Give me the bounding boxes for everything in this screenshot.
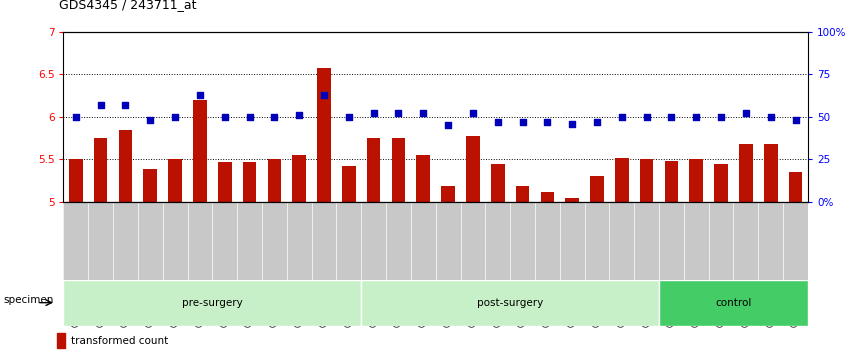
Bar — [764, 144, 777, 202]
Bar — [466, 136, 480, 202]
Point — [293, 112, 306, 118]
Point — [267, 114, 281, 120]
Bar — [317, 68, 331, 202]
Point — [118, 102, 132, 108]
Point — [243, 114, 256, 120]
Text: post-surgery: post-surgery — [477, 298, 543, 308]
Point — [764, 114, 777, 120]
Bar — [516, 187, 530, 202]
Bar — [491, 164, 504, 202]
Point — [416, 110, 430, 116]
Point — [665, 114, 678, 120]
Text: GDS4345 / 243711_at: GDS4345 / 243711_at — [59, 0, 197, 11]
Point — [94, 102, 107, 108]
Bar — [392, 138, 405, 202]
Point — [714, 114, 728, 120]
Point — [739, 110, 753, 116]
Bar — [63, 280, 361, 326]
Bar — [367, 138, 381, 202]
Point — [193, 92, 206, 98]
Point — [144, 118, 157, 123]
Point — [565, 121, 579, 126]
Bar — [416, 155, 430, 202]
Point — [317, 92, 331, 98]
Bar — [267, 159, 281, 202]
Text: control: control — [716, 298, 751, 308]
Bar — [659, 280, 808, 326]
Bar — [218, 162, 232, 202]
Point — [516, 119, 530, 125]
Bar — [168, 159, 182, 202]
Bar — [144, 170, 157, 202]
Bar — [714, 164, 728, 202]
Point — [342, 114, 355, 120]
Text: specimen: specimen — [3, 295, 53, 306]
Point — [442, 122, 455, 128]
Point — [640, 114, 653, 120]
Bar — [541, 192, 554, 202]
Text: pre-surgery: pre-surgery — [182, 298, 243, 308]
Bar — [342, 166, 355, 202]
Bar — [788, 172, 802, 202]
Bar — [94, 138, 107, 202]
Bar — [58, 333, 65, 348]
Point — [466, 110, 480, 116]
Bar — [243, 162, 256, 202]
Point — [591, 119, 604, 125]
Bar — [665, 161, 678, 202]
Bar — [640, 159, 653, 202]
Point — [168, 114, 182, 120]
Point — [69, 114, 83, 120]
Bar — [739, 144, 753, 202]
Bar — [361, 280, 659, 326]
Point — [392, 110, 405, 116]
Bar — [442, 187, 455, 202]
Bar — [293, 155, 306, 202]
Point — [491, 119, 504, 125]
Bar — [193, 100, 206, 202]
Bar — [615, 158, 629, 202]
Point — [788, 118, 802, 123]
Text: transformed count: transformed count — [70, 336, 168, 346]
Bar — [591, 176, 604, 202]
Point — [218, 114, 232, 120]
Point — [367, 110, 381, 116]
Point — [615, 114, 629, 120]
Bar — [565, 198, 579, 202]
Bar — [118, 130, 132, 202]
Point — [689, 114, 703, 120]
Point — [541, 119, 554, 125]
Bar — [69, 159, 83, 202]
Bar — [689, 159, 703, 202]
